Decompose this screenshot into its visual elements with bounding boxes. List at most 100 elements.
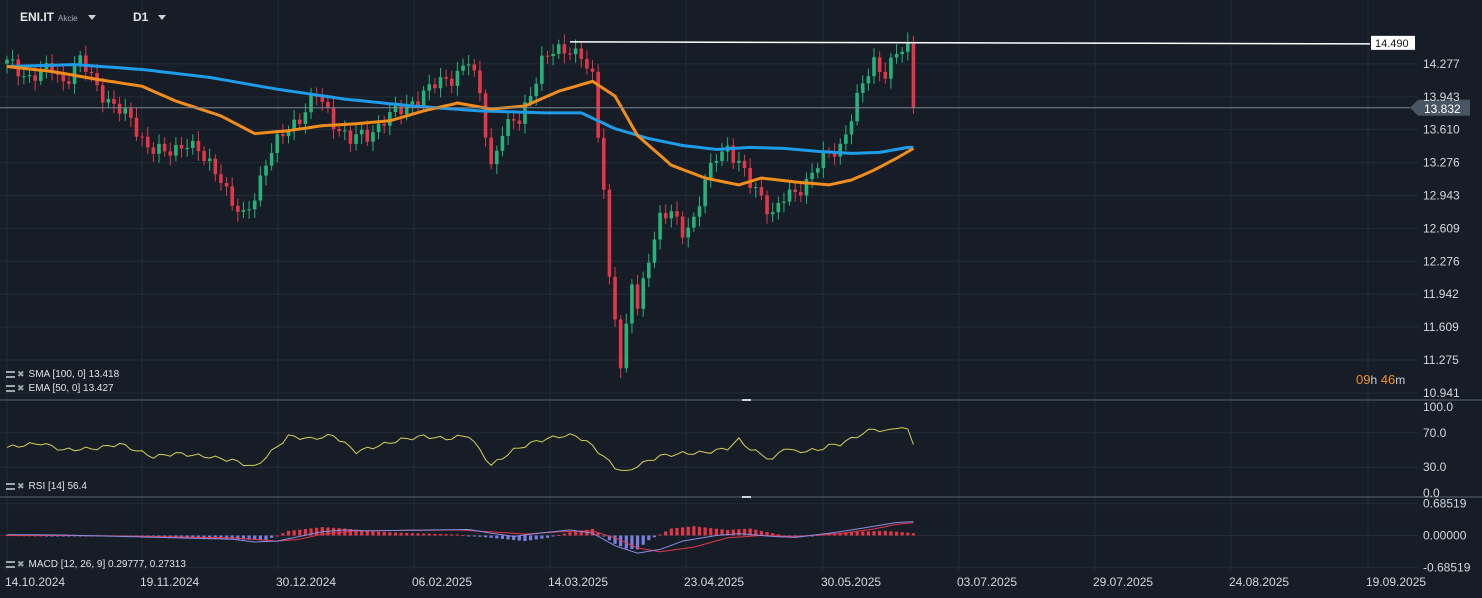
candle[interactable]	[562, 44, 567, 54]
candle[interactable]	[804, 179, 809, 196]
candle[interactable]	[748, 167, 752, 188]
candle[interactable]	[5, 59, 9, 64]
candle[interactable]	[624, 323, 629, 369]
candle[interactable]	[50, 63, 54, 74]
candle[interactable]	[230, 186, 234, 206]
candle[interactable]	[382, 123, 387, 126]
rsi-line[interactable]	[6, 427, 914, 472]
candle[interactable]	[348, 130, 353, 144]
candle[interactable]	[658, 212, 662, 240]
candle[interactable]	[404, 104, 409, 115]
candle[interactable]	[129, 108, 133, 118]
candle[interactable]	[590, 68, 595, 72]
candle[interactable]	[860, 83, 865, 93]
candle[interactable]	[393, 105, 398, 113]
candle[interactable]	[906, 42, 910, 52]
candle[interactable]	[241, 210, 246, 212]
candle[interactable]	[376, 123, 381, 133]
candle[interactable]	[388, 112, 392, 126]
candle[interactable]	[117, 103, 122, 114]
candle[interactable]	[844, 134, 848, 144]
candle[interactable]	[174, 144, 178, 156]
candle[interactable]	[61, 74, 66, 82]
candle[interactable]	[157, 143, 161, 154]
settings-icon[interactable]	[6, 482, 15, 490]
candle[interactable]	[810, 172, 814, 180]
candle[interactable]	[399, 105, 403, 115]
candle[interactable]	[675, 211, 679, 217]
candle[interactable]	[517, 120, 522, 124]
candle[interactable]	[663, 212, 668, 219]
resistance-label-box[interactable]	[1371, 35, 1415, 50]
candle[interactable]	[309, 95, 313, 113]
candle[interactable]	[84, 55, 88, 72]
candle[interactable]	[123, 108, 128, 114]
candle[interactable]	[894, 54, 899, 58]
candle[interactable]	[449, 78, 454, 86]
macd-line[interactable]	[7, 521, 914, 554]
candle[interactable]	[686, 227, 691, 238]
candle[interactable]	[22, 76, 26, 78]
candle[interactable]	[106, 98, 111, 103]
close-icon[interactable]: ✖	[17, 481, 25, 491]
candle[interactable]	[292, 119, 296, 131]
candle[interactable]	[112, 98, 116, 104]
candle[interactable]	[185, 147, 189, 149]
candle[interactable]	[67, 81, 71, 84]
candle[interactable]	[100, 85, 105, 103]
resistance-line[interactable]	[569, 41, 1371, 45]
candle[interactable]	[281, 134, 285, 137]
candle[interactable]	[269, 153, 274, 166]
candle[interactable]	[601, 137, 606, 190]
candle[interactable]	[849, 121, 854, 135]
candle[interactable]	[337, 129, 341, 132]
settings-icon[interactable]	[6, 560, 15, 568]
candle[interactable]	[697, 206, 702, 217]
candle[interactable]	[410, 101, 415, 105]
candle[interactable]	[832, 152, 837, 157]
candle[interactable]	[427, 84, 432, 91]
candle[interactable]	[821, 151, 826, 169]
legend-macd[interactable]: ✖ MACD [12, 26, 9] 0.29777, 0.27313	[6, 559, 186, 570]
candle[interactable]	[224, 183, 229, 187]
candle[interactable]	[416, 101, 420, 106]
legend-ema[interactable]: ✖ EMA [50, 0] 13.427	[6, 383, 114, 394]
candle[interactable]	[320, 96, 325, 102]
candle[interactable]	[10, 59, 15, 61]
price-pane[interactable]: 14.490 13.832	[0, 32, 1470, 378]
candle[interactable]	[145, 136, 150, 148]
candle[interactable]	[765, 195, 769, 215]
candle[interactable]	[545, 55, 550, 57]
candle[interactable]	[258, 175, 263, 201]
legend-sma[interactable]: ✖ SMA [100, 0] 13.418	[6, 369, 119, 380]
candle[interactable]	[438, 77, 443, 89]
candle[interactable]	[759, 187, 764, 196]
candle[interactable]	[838, 143, 843, 157]
candle[interactable]	[478, 70, 482, 94]
macd-pane[interactable]	[5, 521, 916, 554]
candle[interactable]	[782, 201, 786, 203]
settings-icon[interactable]	[6, 384, 15, 392]
candle[interactable]	[365, 129, 370, 142]
pane-resize-handle[interactable]	[742, 496, 751, 498]
settings-icon[interactable]	[6, 370, 15, 378]
candle[interactable]	[33, 75, 37, 81]
candle[interactable]	[872, 57, 876, 77]
timeframe-selector[interactable]: D1	[133, 10, 167, 24]
candle[interactable]	[556, 44, 561, 54]
candle[interactable]	[793, 189, 797, 192]
candle[interactable]	[585, 58, 589, 69]
candle[interactable]	[534, 83, 539, 97]
ema-50-line[interactable]	[6, 65, 915, 187]
candle[interactable]	[207, 158, 212, 162]
candle[interactable]	[568, 53, 572, 55]
candle[interactable]	[647, 262, 651, 279]
candle[interactable]	[630, 284, 634, 324]
candle[interactable]	[421, 90, 426, 106]
candle[interactable]	[236, 205, 240, 212]
candle[interactable]	[770, 212, 775, 215]
candle[interactable]	[196, 140, 201, 152]
candle[interactable]	[455, 70, 460, 86]
candle[interactable]	[500, 135, 505, 151]
